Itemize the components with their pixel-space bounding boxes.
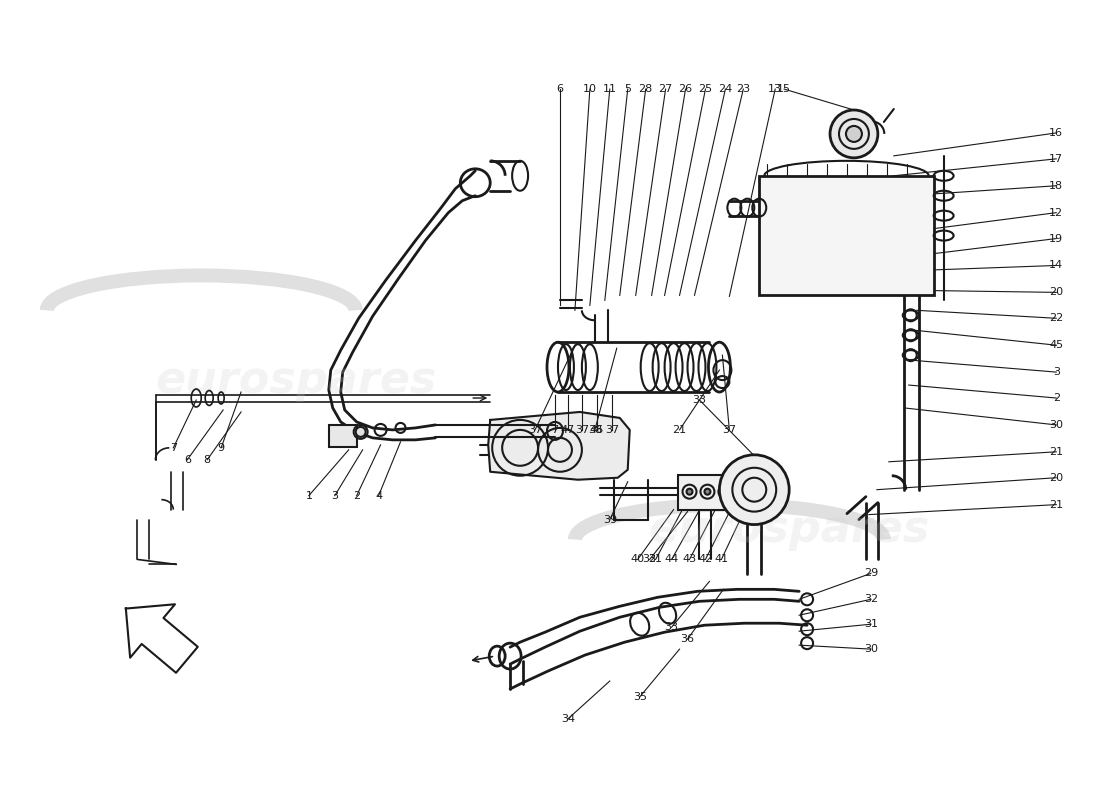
Circle shape [846,126,862,142]
Text: 2: 2 [353,490,360,501]
Circle shape [740,489,746,494]
Text: 22: 22 [1049,314,1064,323]
Text: 6: 6 [184,454,190,465]
Circle shape [355,427,365,437]
Text: 10: 10 [583,84,597,94]
Text: 13: 13 [768,84,782,94]
Text: 21: 21 [1049,447,1064,457]
Text: 29: 29 [864,568,878,578]
Text: 1: 1 [306,490,312,501]
Polygon shape [488,412,629,480]
Text: 37: 37 [605,425,619,435]
Text: 23: 23 [736,84,750,94]
Text: 33: 33 [693,395,706,405]
Text: 28: 28 [638,84,652,94]
Text: 4: 4 [375,490,382,501]
Text: 30: 30 [1049,420,1064,430]
Text: 21: 21 [672,425,686,435]
Text: 37: 37 [575,425,589,435]
Text: 24: 24 [718,84,733,94]
Text: 6: 6 [557,84,563,94]
Text: 31: 31 [864,619,878,630]
Text: 21: 21 [1049,500,1064,510]
Text: 25: 25 [698,84,713,94]
Text: 42: 42 [698,554,713,565]
Text: 32: 32 [642,554,657,565]
Text: 3: 3 [1053,367,1059,377]
Bar [329,425,356,447]
Text: 30: 30 [864,644,878,654]
Text: 7: 7 [551,425,559,435]
Text: 18: 18 [1049,181,1064,190]
Text: 5: 5 [624,84,631,94]
Text: 45: 45 [1049,340,1064,350]
Text: 20: 20 [1049,287,1064,298]
Text: 2: 2 [1053,393,1059,403]
Text: 16: 16 [1049,128,1064,138]
Text: 12: 12 [1049,208,1064,218]
Text: 34: 34 [561,714,575,724]
Text: 39: 39 [603,514,617,525]
Text: 32: 32 [864,594,878,604]
Text: 37: 37 [723,425,736,435]
Text: 35: 35 [632,692,647,702]
Text: 8: 8 [204,454,211,465]
Text: 38: 38 [587,425,602,435]
Text: 20: 20 [1049,473,1064,482]
Text: 26: 26 [679,84,693,94]
Text: 31: 31 [649,554,662,565]
Text: 3: 3 [331,490,339,501]
Circle shape [830,110,878,158]
Text: 7: 7 [169,443,177,453]
Circle shape [723,489,728,494]
Text: eurospares: eurospares [155,358,437,402]
Text: 44: 44 [664,554,679,565]
Circle shape [719,455,789,525]
Polygon shape [125,604,198,673]
Text: 47: 47 [561,425,575,435]
Text: 19: 19 [1049,234,1064,243]
Text: 33: 33 [664,622,679,632]
Text: 27: 27 [659,84,673,94]
Text: 46: 46 [590,425,604,435]
Circle shape [704,489,711,494]
Text: 15: 15 [778,84,791,94]
Bar [678,474,757,510]
Text: 9: 9 [218,443,224,453]
Bar [759,176,934,295]
Text: 36: 36 [681,634,694,644]
Text: 11: 11 [603,84,617,94]
Text: 17: 17 [1049,154,1064,164]
Text: 14: 14 [1049,261,1064,270]
Text: 37: 37 [528,425,542,435]
Text: 40: 40 [630,554,645,565]
Text: eurospares: eurospares [649,508,930,551]
Text: 43: 43 [682,554,696,565]
Circle shape [686,489,693,494]
Text: 41: 41 [714,554,728,565]
